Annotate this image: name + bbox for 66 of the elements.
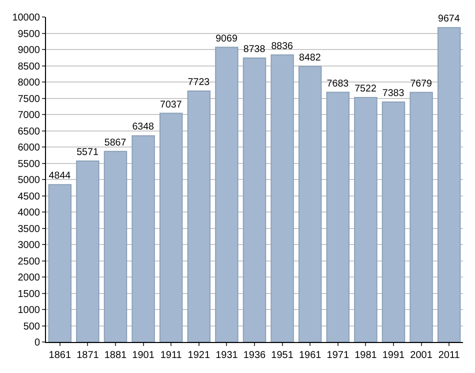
bar [159, 112, 183, 342]
data-label: 5571 [76, 147, 98, 158]
bar [437, 27, 461, 342]
x-tick-label: 1961 [298, 350, 322, 361]
data-label: 7679 [410, 78, 432, 90]
x-tick-label: 1981 [354, 350, 378, 361]
x-tick-label: 2011 [438, 350, 460, 361]
bar [382, 102, 406, 342]
x-tick-label: 1901 [132, 350, 155, 361]
y-tick-label: 2000 [18, 272, 40, 284]
bar [104, 150, 128, 342]
y-tick-label: 8000 [18, 78, 40, 88]
bar [298, 66, 322, 342]
bar [48, 184, 72, 342]
data-label: 9674 [438, 14, 460, 25]
x-tick-label: 1971 [326, 350, 350, 361]
x-tick-label: 1951 [271, 350, 294, 361]
bar [76, 160, 100, 342]
data-label: 7522 [354, 84, 376, 95]
y-tick-label: 2500 [18, 256, 40, 268]
data-label: 8738 [243, 44, 266, 56]
bar [132, 135, 155, 342]
x-tick-label: 1931 [216, 350, 238, 361]
y-tick-label: 7000 [18, 110, 40, 121]
y-tick-label: 10000 [12, 12, 40, 24]
y-tick-label: 6000 [18, 142, 40, 154]
y-tick-label: 1000 [18, 305, 40, 316]
x-tick-label: 1936 [243, 350, 266, 361]
y-tick-label: 9000 [18, 45, 40, 56]
data-label: 9069 [216, 33, 238, 44]
y-tick-label: 3000 [18, 240, 40, 251]
bar [410, 92, 433, 342]
x-tick-label: 1911 [160, 350, 182, 361]
bar [354, 97, 378, 342]
y-tick-label: 4500 [18, 191, 40, 202]
y-tick-label: 6500 [18, 126, 40, 138]
y-tick-label: 5500 [18, 158, 40, 170]
x-tick-label: 1921 [188, 350, 210, 361]
data-label: 5867 [104, 137, 126, 148]
x-tick-label: 1861 [48, 350, 72, 361]
y-tick-label: 1500 [18, 288, 40, 300]
bar [187, 90, 211, 342]
x-tick-label: 1991 [382, 350, 406, 361]
data-label: 8482 [298, 52, 321, 64]
y-tick-label: 7500 [18, 94, 40, 105]
bar [326, 92, 350, 342]
bar [215, 46, 238, 342]
y-tick-label: 9500 [18, 28, 40, 40]
data-label: 8836 [271, 40, 294, 52]
x-tick-label: 2001 [410, 350, 433, 361]
data-label: 7037 [160, 99, 182, 110]
bar [242, 58, 266, 342]
y-tick-label: 3500 [18, 224, 40, 235]
y-tick-label: 5000 [18, 175, 40, 186]
data-label: 4844 [48, 170, 72, 182]
x-tick-label: 1881 [104, 350, 128, 361]
data-label: 7723 [188, 77, 210, 88]
y-tick-label: 8500 [18, 61, 40, 72]
data-label: 7683 [326, 78, 350, 90]
y-tick-label: 0 [34, 338, 40, 348]
y-tick-label: 4000 [18, 208, 40, 218]
x-tick-label: 1871 [76, 350, 100, 361]
data-label: 6348 [132, 122, 155, 133]
y-tick-label: 500 [23, 321, 40, 332]
data-label: 7383 [382, 88, 405, 100]
bar [270, 54, 294, 342]
